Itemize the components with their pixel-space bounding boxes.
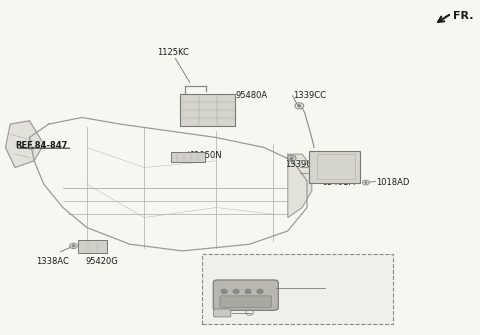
Text: 1339CC: 1339CC: [286, 160, 318, 169]
Circle shape: [72, 245, 75, 247]
FancyBboxPatch shape: [213, 280, 278, 310]
Circle shape: [233, 289, 239, 293]
Text: 1339CC: 1339CC: [294, 91, 326, 100]
Text: 95413A: 95413A: [253, 308, 286, 317]
Bar: [170, 152, 205, 162]
Polygon shape: [288, 154, 312, 217]
Bar: [78, 240, 107, 253]
Text: 95480A: 95480A: [235, 91, 267, 100]
Text: 1338AC: 1338AC: [36, 257, 70, 266]
FancyBboxPatch shape: [220, 296, 272, 307]
Text: 1125KC: 1125KC: [157, 49, 189, 57]
Text: 95440K: 95440K: [326, 285, 358, 294]
Circle shape: [365, 182, 367, 183]
Text: FR.: FR.: [453, 11, 473, 21]
Bar: [316, 154, 355, 179]
Bar: [180, 94, 235, 126]
Circle shape: [221, 289, 227, 293]
Text: 1018AD: 1018AD: [376, 178, 410, 187]
Circle shape: [257, 289, 263, 293]
Circle shape: [245, 289, 251, 293]
Circle shape: [290, 157, 293, 159]
Text: (SMART KEY): (SMART KEY): [214, 263, 267, 272]
Text: 95420G: 95420G: [86, 257, 119, 266]
Circle shape: [298, 105, 301, 107]
Text: REF.84-847: REF.84-847: [15, 141, 67, 150]
Text: 95401M: 95401M: [322, 178, 356, 187]
Polygon shape: [5, 121, 44, 168]
Bar: [202, 254, 393, 324]
FancyBboxPatch shape: [214, 309, 231, 317]
Bar: [310, 151, 360, 183]
Text: 91950N: 91950N: [190, 151, 222, 160]
